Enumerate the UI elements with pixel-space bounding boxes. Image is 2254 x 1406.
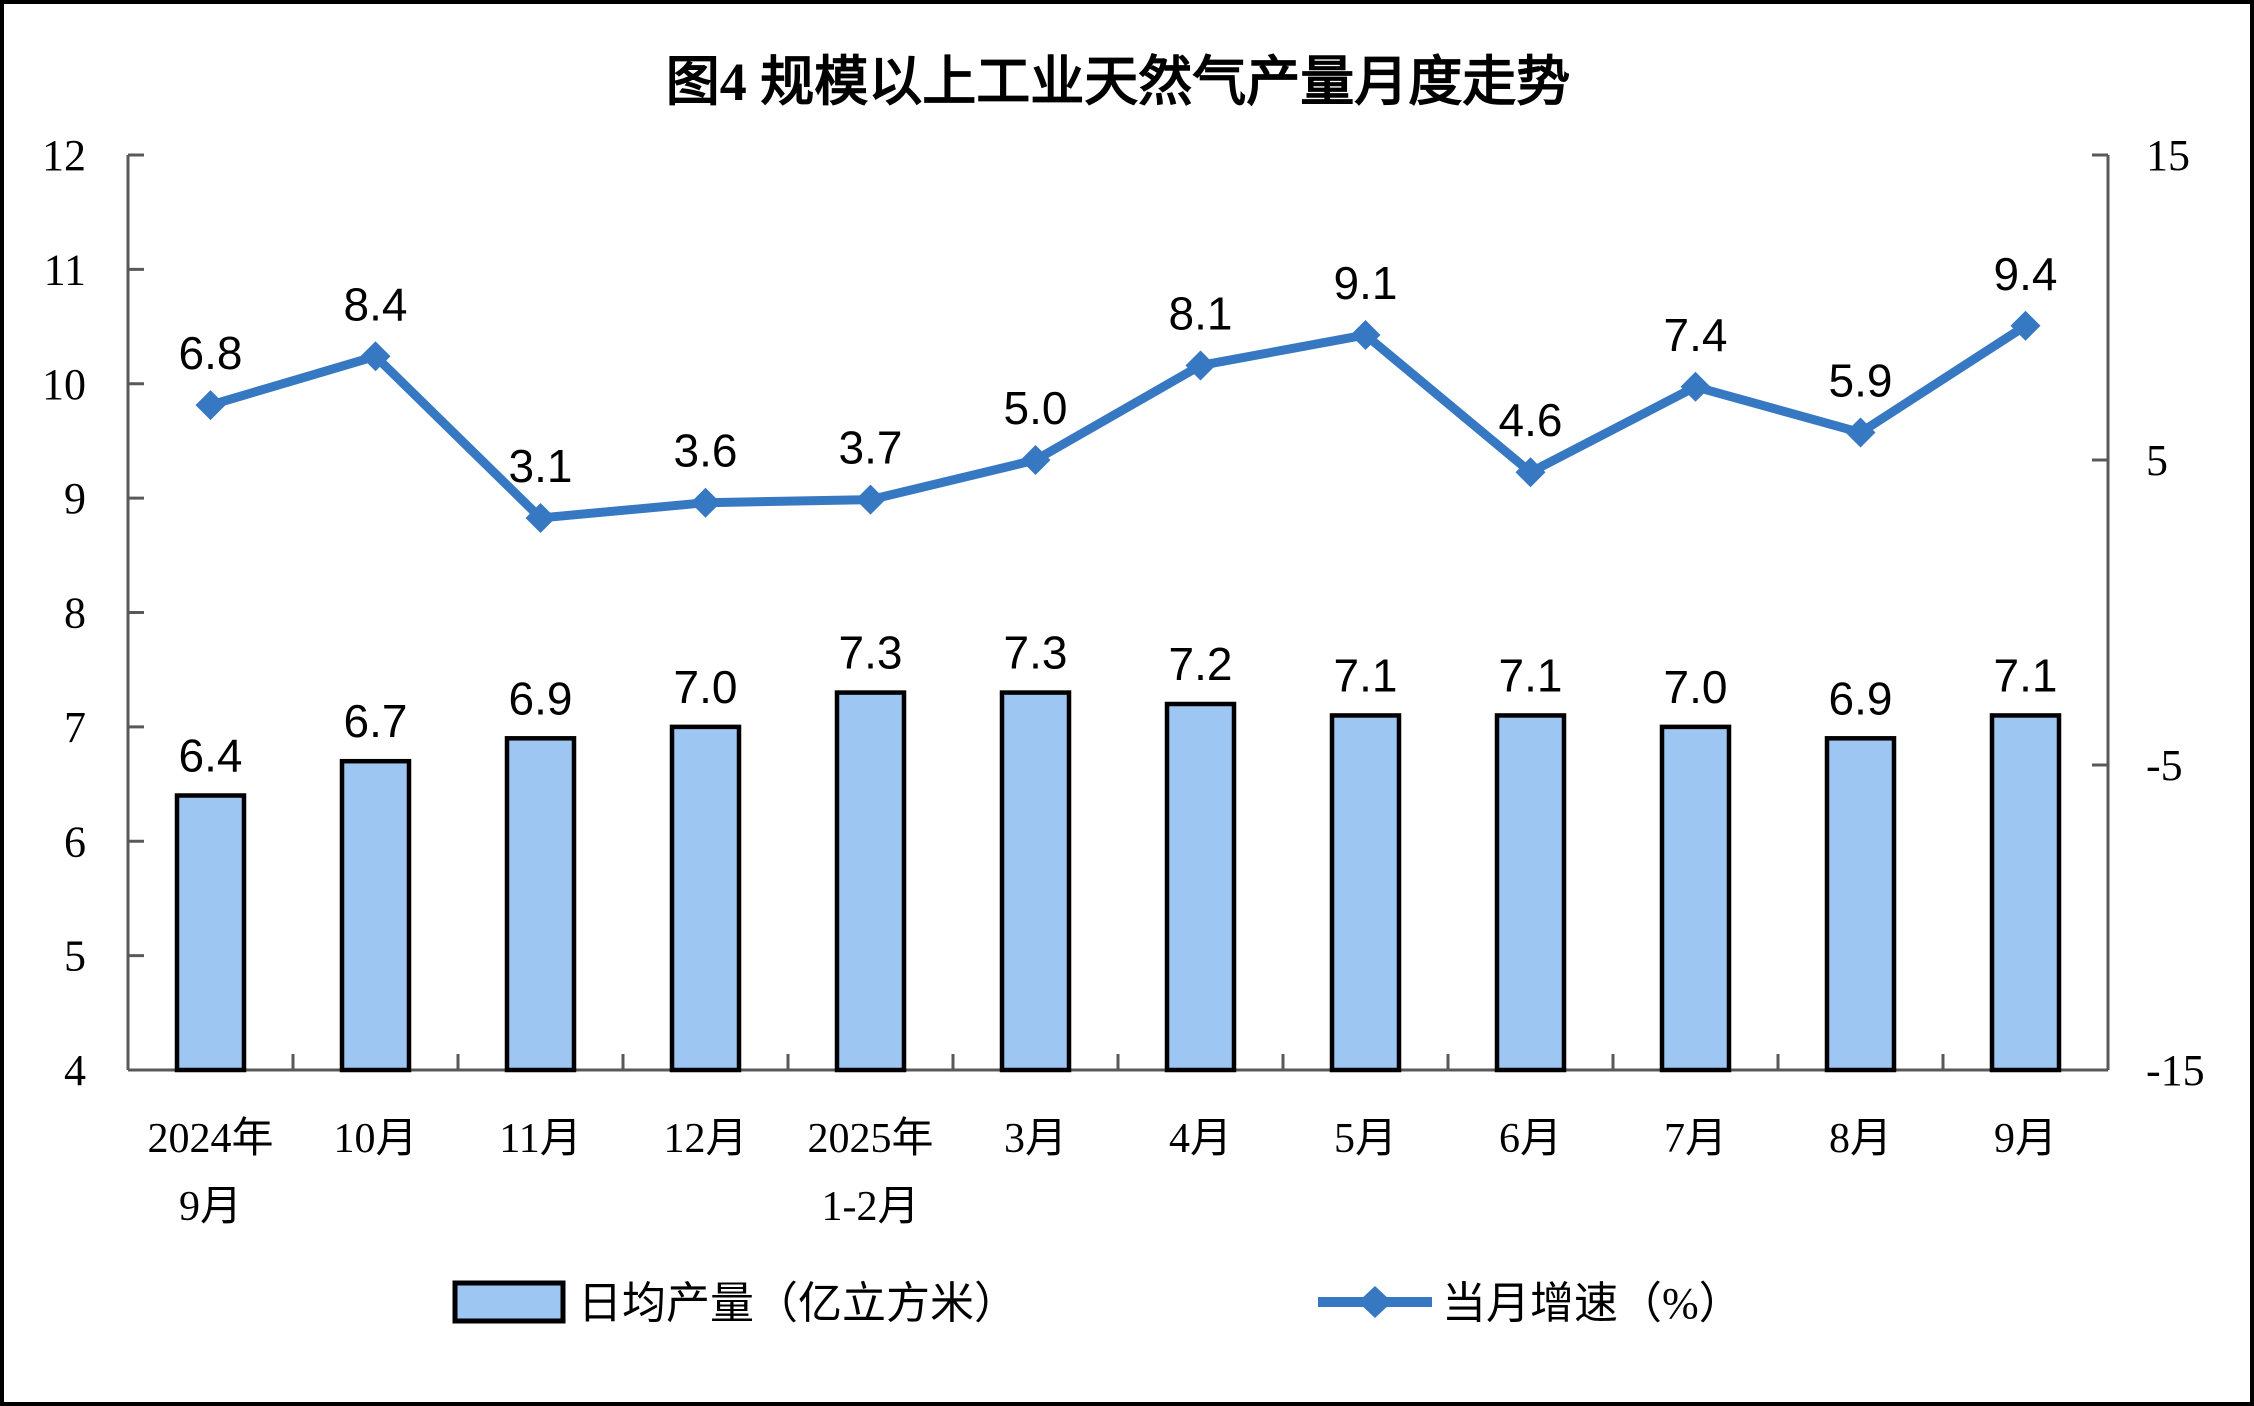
bar <box>834 690 907 1073</box>
line-marker <box>360 341 391 372</box>
line-legend-marker-icon <box>1358 1286 1392 1318</box>
line-marker <box>195 390 226 421</box>
bar <box>1329 713 1402 1073</box>
bar <box>339 758 412 1073</box>
x-axis-label: 7月 <box>1664 1116 1727 1162</box>
bar-value-label: 6.9 <box>1829 672 1893 724</box>
x-axis-label: 2024年 <box>147 1115 273 1162</box>
bar-legend-swatch <box>452 1280 566 1324</box>
bar-value-label: 7.3 <box>839 627 903 679</box>
line-value-label: 8.1 <box>1169 287 1233 339</box>
line-marker <box>1350 319 1381 350</box>
line-marker <box>1020 445 1051 475</box>
data-labels: 6.4 6.7 6.9 7.0 7.3 7.3 7.2 7.1 7.1 7.0 6.9 7.1 6.8 8… <box>179 248 2058 782</box>
left-axis-tick-label: 8 <box>64 589 86 638</box>
x-axis-label: 9月 <box>179 1184 242 1230</box>
bar-value-label: 7.1 <box>1334 649 1398 701</box>
left-axis-tick-label: 4 <box>64 1046 86 1095</box>
line-marker <box>855 484 886 515</box>
x-axis-label: 5月 <box>1334 1116 1397 1162</box>
line-value-label: 3.6 <box>674 425 738 477</box>
legend-label-line: 当月增速（%） <box>1442 1279 1743 1328</box>
x-axis-label: 12月 <box>663 1116 747 1162</box>
left-axis-tick-label: 7 <box>64 703 86 752</box>
x-axis-label: 2025年 <box>807 1115 933 1162</box>
line-value-label: 6.8 <box>179 327 243 379</box>
bar-value-label: 6.7 <box>344 695 408 747</box>
left-axis-tick-label: 12 <box>42 131 86 180</box>
axis-tick-labels: 4 5 6 7 8 9 10 11 12 15 5 -5 -15 2024年 9月 10月 11月 12月 2025… <box>42 131 2205 1230</box>
x-axis-label: 11月 <box>499 1116 581 1162</box>
bar-series <box>174 690 2062 1073</box>
line-marker <box>690 487 721 518</box>
bar <box>1494 713 1567 1073</box>
line-marker <box>1845 417 1876 448</box>
bar <box>669 724 742 1073</box>
line-value-label: 5.0 <box>1004 382 1068 434</box>
bar <box>1989 713 2062 1073</box>
bar <box>174 793 247 1073</box>
line-value-label: 8.4 <box>344 278 408 330</box>
line-value-label: 9.1 <box>1334 257 1398 309</box>
bar-value-label: 7.0 <box>1664 661 1728 713</box>
right-axis-tick-label: 15 <box>2146 131 2190 180</box>
bar-value-label: 6.4 <box>179 730 243 782</box>
line-marker <box>1515 457 1546 488</box>
line-value-label: 3.7 <box>839 422 903 474</box>
line-value-label: 7.4 <box>1664 309 1728 361</box>
x-axis-label: 10月 <box>333 1116 417 1162</box>
right-axis-tick-label: -15 <box>2146 1046 2205 1095</box>
bar <box>1164 701 1237 1073</box>
left-axis-tick-label: 6 <box>64 817 86 866</box>
bar-value-label: 6.9 <box>509 672 573 724</box>
line-value-label: 9.4 <box>1994 248 2058 300</box>
bar <box>1824 736 1897 1073</box>
bar-value-label: 7.1 <box>1994 649 2058 701</box>
chart-title: 图4 规模以上工业天然气产量月度走势 <box>666 52 1571 112</box>
right-axis-tick-label: 5 <box>2146 436 2168 485</box>
axes <box>126 153 2110 1072</box>
line-marker <box>525 502 556 533</box>
left-axis-tick-label: 11 <box>44 245 86 294</box>
x-axis-label: 8月 <box>1829 1116 1892 1162</box>
bar-value-label: 7.0 <box>674 661 738 713</box>
line-marker <box>1185 350 1216 381</box>
line-series <box>195 310 2041 533</box>
left-axis-tick-label: 9 <box>64 474 86 523</box>
bar <box>1659 724 1732 1073</box>
x-axis-label: 9月 <box>1994 1116 2057 1162</box>
x-axis-label: 3月 <box>1004 1116 1067 1162</box>
left-axis-tick-label: 10 <box>42 360 86 409</box>
bar-value-label: 7.2 <box>1169 638 1233 690</box>
legend: 日均产量（亿立方米） 当月增速（%） <box>452 1279 1743 1328</box>
growth-line <box>206 321 2030 523</box>
bar <box>999 690 1072 1073</box>
line-marker <box>2010 310 2041 341</box>
line-marker <box>1680 371 1711 402</box>
right-axis-tick-label: -5 <box>2146 741 2183 790</box>
x-axis-label: 4月 <box>1169 1116 1232 1162</box>
x-axis-label: 6月 <box>1499 1116 1562 1162</box>
bar-value-label: 7.1 <box>1499 649 1563 701</box>
line-value-label: 5.9 <box>1829 355 1893 407</box>
bar <box>504 736 577 1073</box>
line-value-label: 4.6 <box>1499 394 1563 446</box>
line-value-label: 3.1 <box>509 440 573 492</box>
left-axis-tick-label: 5 <box>64 932 86 981</box>
bar-value-label: 7.3 <box>1004 627 1068 679</box>
x-axis-label: 1-2月 <box>822 1184 920 1230</box>
legend-label-bar: 日均产量（亿立方米） <box>578 1279 1018 1328</box>
